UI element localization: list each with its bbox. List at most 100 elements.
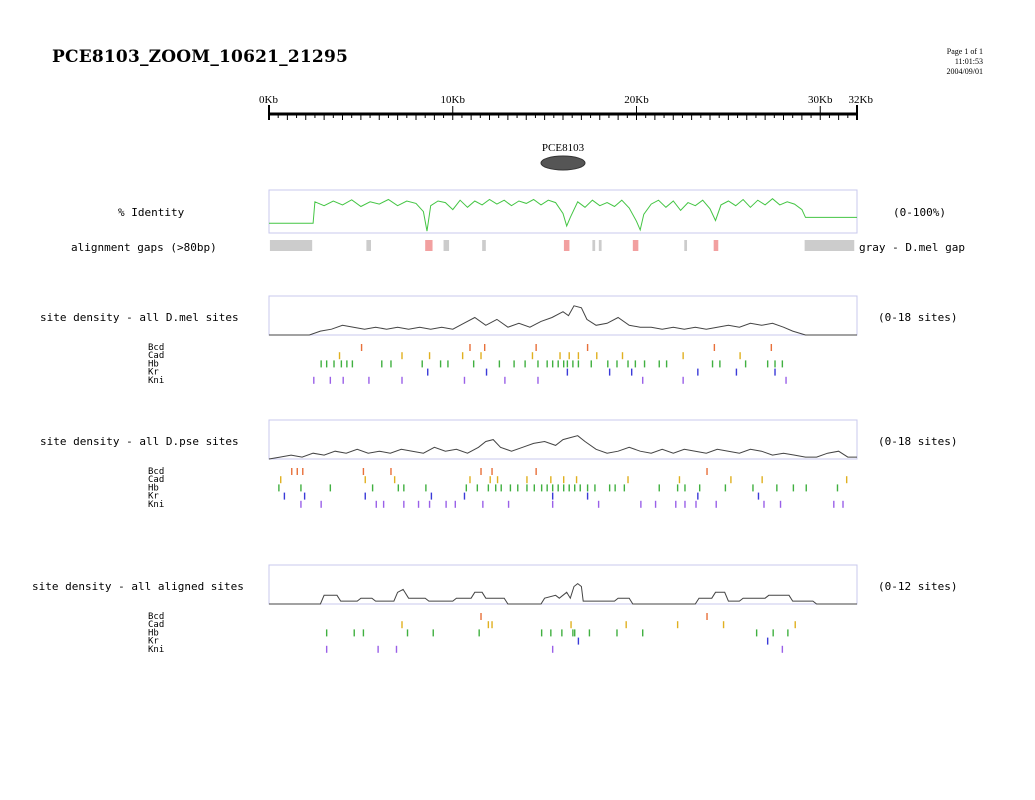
site-mark-kr	[630, 368, 633, 376]
tf-row-label: Cad	[148, 620, 164, 630]
tf-row-label: Kni	[148, 645, 164, 655]
site-mark-hb	[719, 360, 721, 368]
gap-segment	[563, 240, 570, 251]
site-mark-kr	[735, 368, 738, 376]
site-mark-hb	[658, 360, 660, 368]
site-mark-bcd	[535, 344, 537, 351]
ruler-tick-label: 32Kb	[849, 94, 874, 106]
site-mark-hb	[498, 360, 501, 368]
site-mark-bcd	[706, 468, 708, 475]
density-panel-1-line	[269, 305, 857, 336]
site-mark-bcd	[480, 468, 482, 475]
site-mark-hb	[340, 360, 343, 368]
site-mark-kni	[329, 376, 332, 384]
site-mark-cad	[627, 476, 629, 484]
gaps-label: alignment gaps (>80bp)	[71, 241, 217, 254]
site-mark-hb	[465, 484, 468, 492]
site-mark-kni	[445, 500, 447, 508]
density-range: (0-18 sites)	[878, 435, 957, 448]
site-mark-cad	[489, 476, 491, 484]
tf-row-label: Cad	[148, 351, 164, 361]
tf-row-label: Hb	[148, 628, 159, 638]
gaps-legend: gray - D.mel gap	[859, 241, 965, 254]
site-mark-kni	[537, 376, 539, 384]
density-panel-3-frame	[268, 564, 858, 605]
site-mark-hb	[421, 360, 423, 368]
identity-range: (0-100%)	[893, 206, 946, 219]
gap-segment	[598, 240, 602, 251]
site-mark-kni	[417, 500, 420, 508]
site-mark-kni	[428, 500, 431, 508]
site-mark-hb	[432, 629, 434, 637]
site-mark-kr	[303, 492, 306, 500]
site-mark-kni	[342, 376, 344, 384]
density-label: site density - all D.pse sites	[40, 435, 239, 448]
site-mark-kni	[320, 500, 322, 508]
site-mark-hb	[300, 484, 302, 492]
site-mark-hb	[333, 360, 335, 368]
site-mark-kr	[463, 492, 466, 500]
site-mark-hb	[711, 360, 714, 368]
density-panel-3	[268, 564, 858, 605]
site-mark-cad	[487, 621, 490, 629]
page-number: Page 1 of 1	[946, 47, 983, 56]
site-mark-hb	[607, 360, 609, 368]
site-mark-hb	[517, 484, 519, 492]
site-mark-hb	[472, 360, 475, 368]
site-mark-bcd	[770, 344, 773, 351]
site-mark-kr	[766, 637, 769, 645]
site-mark-kni	[507, 500, 510, 508]
site-mark-cad	[570, 621, 572, 629]
site-mark-hb	[513, 360, 515, 368]
gap-segment	[269, 240, 313, 251]
site-mark-hb	[634, 360, 637, 368]
site-mark-hb	[590, 360, 592, 368]
site-mark-bcd	[483, 344, 486, 351]
site-mark-hb	[551, 360, 554, 368]
site-mark-hb	[774, 360, 776, 368]
site-mark-cad	[526, 476, 528, 484]
site-mark-cad	[577, 352, 580, 360]
gap-segment	[804, 240, 855, 251]
site-mark-hb	[478, 629, 480, 637]
site-mark-hb	[390, 360, 392, 368]
site-mark-hb	[325, 629, 328, 637]
site-mark-kni	[842, 500, 844, 508]
site-mark-hb	[772, 629, 774, 637]
site-mark-hb	[557, 484, 559, 492]
site-mark-hb	[665, 360, 668, 368]
identity-label: % Identity	[118, 206, 185, 219]
site-mark-bcd	[302, 468, 304, 475]
site-mark-hb	[594, 484, 596, 492]
site-mark-cad	[575, 476, 578, 484]
site-mark-cad	[676, 621, 679, 629]
site-mark-kr	[586, 492, 589, 500]
site-mark-cad	[480, 352, 482, 360]
site-mark-kr	[430, 492, 433, 500]
site-mark-kni	[375, 500, 377, 508]
site-mark-hb	[574, 629, 576, 637]
site-mark-kni	[482, 500, 484, 508]
density-range: (0-18 sites)	[878, 311, 957, 324]
gap-segment	[482, 240, 486, 251]
site-mark-hb	[642, 629, 644, 637]
gap-segment	[713, 240, 719, 251]
site-mark-kni	[640, 500, 642, 508]
site-mark-kr	[485, 368, 488, 376]
site-mark-hb	[381, 360, 383, 368]
site-mark-kni	[597, 500, 600, 508]
site-mark-hb	[561, 629, 563, 637]
site-mark-cad	[621, 352, 624, 360]
site-mark-hb	[752, 484, 754, 492]
site-mark-kni	[779, 500, 782, 508]
site-mark-hb	[362, 629, 365, 637]
element-label: PCE8103	[542, 142, 585, 154]
site-mark-hb	[353, 629, 355, 637]
site-mark-bcd	[535, 468, 537, 475]
site-mark-kr	[283, 492, 286, 500]
site-mark-hb	[500, 484, 502, 492]
tf-row-label: Bcd	[148, 612, 164, 622]
site-mark-hb	[586, 484, 589, 492]
